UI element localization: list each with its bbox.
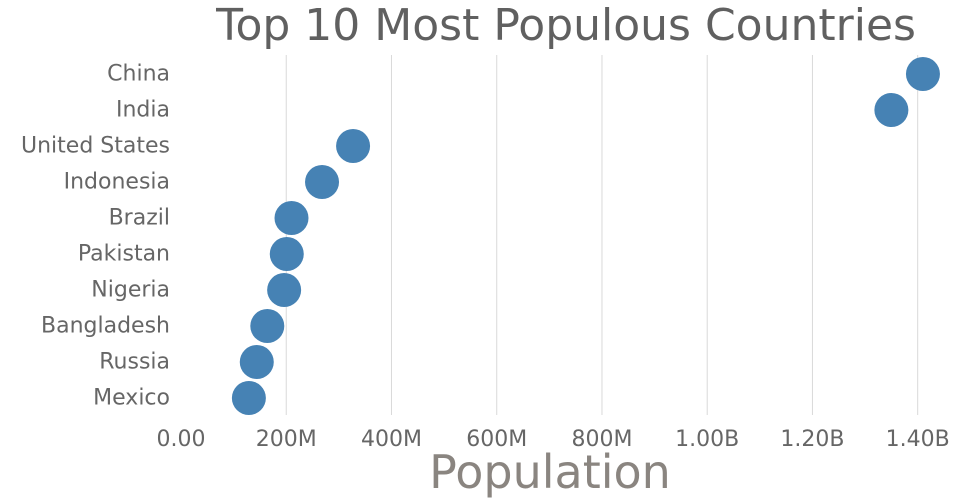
x-tick-label: 600M bbox=[466, 427, 527, 452]
y-axis-labels: China India United States Indonesia Brazil Pa… bbox=[21, 62, 170, 411]
data-point bbox=[274, 201, 309, 235]
gridlines bbox=[285, 55, 919, 415]
y-category-label: Mexico bbox=[93, 386, 170, 411]
data-point bbox=[336, 129, 371, 163]
x-axis-tick-labels: 0.00 200M 400M 600M 800M 1.00B 1.20B 1.40B bbox=[157, 427, 950, 452]
y-category-label: Bangladesh bbox=[41, 314, 170, 339]
data-point bbox=[231, 381, 266, 415]
x-tick-label: 800M bbox=[571, 427, 632, 452]
x-tick-label: 1.00B bbox=[675, 427, 739, 452]
y-category-label: India bbox=[116, 98, 170, 123]
data-point bbox=[250, 309, 285, 343]
y-category-label: Pakistan bbox=[78, 242, 170, 267]
data-point bbox=[874, 93, 909, 127]
x-axis-label: Population bbox=[429, 445, 671, 499]
data-point bbox=[267, 273, 302, 307]
y-category-label: China bbox=[107, 62, 170, 87]
y-category-label: Nigeria bbox=[91, 278, 170, 303]
data-point bbox=[305, 165, 340, 199]
y-category-label: Brazil bbox=[109, 206, 170, 231]
chart-title: Top 10 Most Populous Countries bbox=[215, 0, 916, 51]
y-category-label: Russia bbox=[99, 350, 170, 375]
x-tick-label: 1.20B bbox=[780, 427, 844, 452]
data-point bbox=[905, 57, 940, 91]
data-point bbox=[239, 345, 274, 379]
x-tick-label: 200M bbox=[256, 427, 317, 452]
data-point bbox=[269, 237, 304, 271]
y-category-label: Indonesia bbox=[64, 170, 170, 195]
x-tick-label: 400M bbox=[361, 427, 422, 452]
y-category-label: United States bbox=[21, 134, 170, 159]
data-points bbox=[231, 57, 940, 415]
x-tick-label: 0.00 bbox=[157, 427, 206, 452]
x-tick-label: 1.40B bbox=[886, 427, 950, 452]
